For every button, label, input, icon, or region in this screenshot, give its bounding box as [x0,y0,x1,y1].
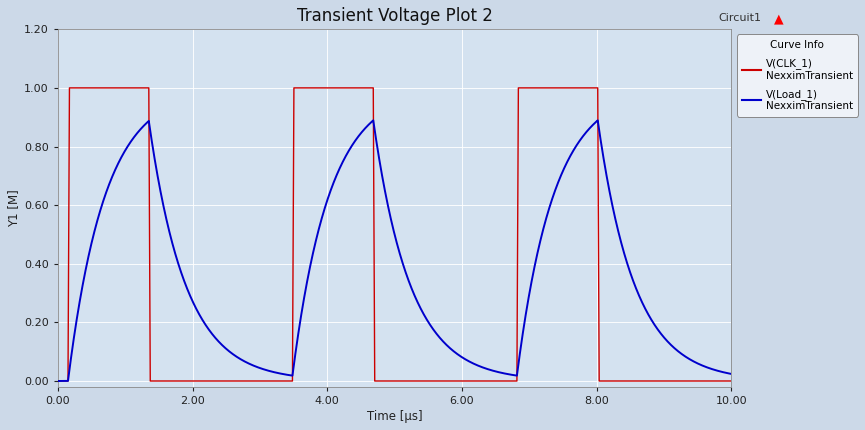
X-axis label: Time [μs]: Time [μs] [367,410,422,423]
Y-axis label: Y1 [M]: Y1 [M] [7,189,20,227]
Legend: V(CLK_1)
NexximTransient, V(Load_1)
NexximTransient: V(CLK_1) NexximTransient, V(Load_1) Nexx… [737,34,858,117]
Text: Circuit1: Circuit1 [718,13,761,23]
Title: Transient Voltage Plot 2: Transient Voltage Plot 2 [297,7,492,25]
Text: ▲: ▲ [774,13,784,26]
